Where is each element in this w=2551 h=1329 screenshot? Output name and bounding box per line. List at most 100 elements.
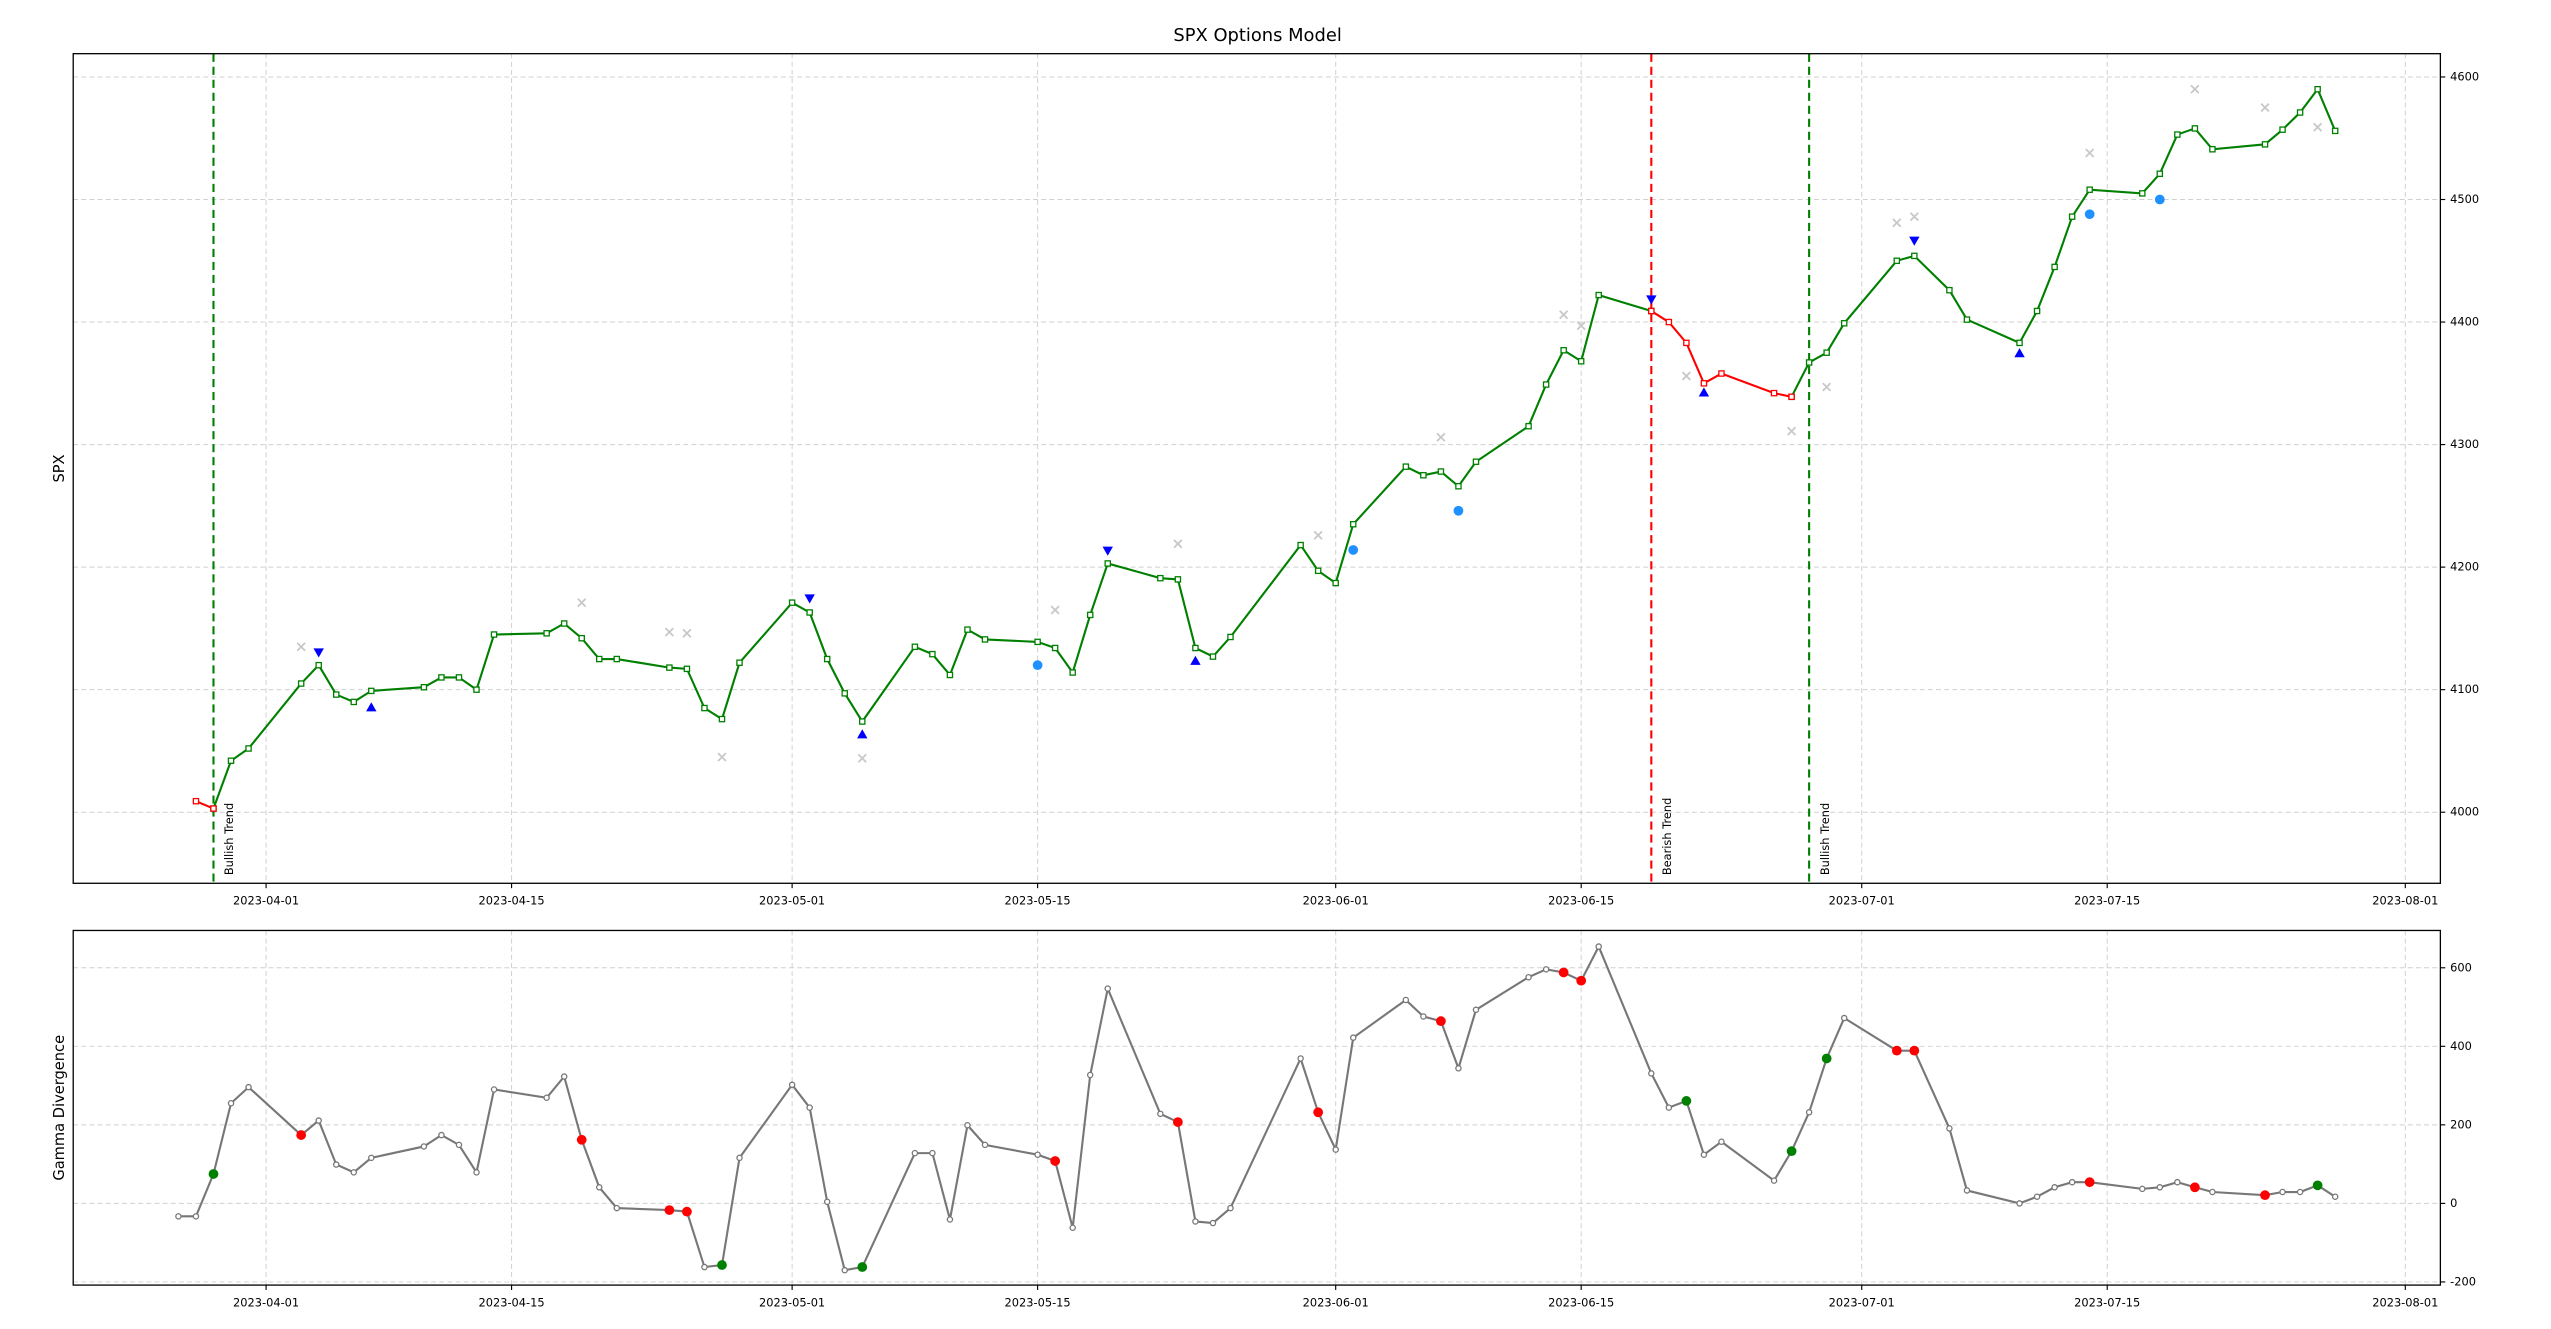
signal-point [1891,1045,1902,1056]
y-axis-label: SPX [51,454,68,482]
point [666,664,673,671]
point [859,718,866,725]
point [613,1204,621,1212]
point [1840,320,1848,327]
point [2139,1185,2146,1193]
point [964,1121,971,1129]
point [192,1213,200,1220]
point [981,636,989,643]
point [1437,468,1445,475]
point [455,674,463,681]
point [1313,530,1323,540]
point [2016,339,2023,347]
point [1700,1151,1708,1158]
point [2279,126,2286,133]
point [1665,318,1673,326]
point [1770,389,1778,397]
y-tick-label: 200 [2450,1117,2472,1131]
signal-point [2312,1180,2323,1191]
signal-point [2190,1182,2200,1193]
point [1455,1065,1462,1072]
point [2014,348,2025,358]
point [1051,644,1059,652]
point [2154,194,2165,205]
point [701,1263,708,1271]
point [2331,1193,2339,1200]
point [2085,148,2095,158]
point [1050,605,1060,615]
point [1646,295,1657,305]
point [315,1117,322,1124]
point [578,634,585,642]
trend-label: Bearish Trend [1660,798,1674,875]
point [1909,236,1920,246]
x-tick-label: 2023-07-15 [2074,1295,2140,1309]
point [2016,1200,2023,1207]
point [438,1131,445,1139]
signal-point [1909,1045,1920,1056]
point [1453,505,1464,516]
point [1718,1138,1725,1145]
point [806,1104,813,1111]
signal-point [682,1206,692,1217]
point [1402,463,1410,470]
plot-frame [72,53,2442,884]
point [455,1141,463,1149]
point [1349,520,1357,528]
point [420,683,428,691]
point [1560,346,1567,354]
x-tick-label: 2023-05-01 [759,1295,825,1309]
point [1946,1125,1953,1132]
point [1718,370,1725,377]
y-tick-label: 4000 [2450,805,2479,819]
point [1297,1055,1304,1062]
y-tick-label: 0 [2450,1196,2457,1210]
point [946,671,954,679]
point [736,659,743,666]
point [473,686,480,693]
point [1665,1104,1673,1111]
point [2033,307,2041,315]
point [297,680,305,687]
point [1173,539,1183,549]
y-tick-label: 400 [2450,1039,2472,1053]
point [438,674,445,681]
point [841,690,848,697]
point [420,1143,428,1150]
point [1157,574,1164,582]
signal-point [1050,1156,1061,1166]
y-tick-label: 4500 [2450,192,2479,206]
point [1911,252,1918,260]
y-tick-label: 4400 [2450,315,2479,329]
point [2139,190,2146,197]
x-tick-label: 2023-05-01 [759,894,825,908]
point [1102,546,1113,556]
point [2190,84,2200,94]
point [1227,1204,1234,1212]
point [175,1213,182,1220]
point [911,643,919,651]
point [2261,141,2269,148]
point [560,620,568,627]
point [1069,669,1076,676]
point [1086,611,1094,619]
point [595,655,603,663]
point [313,648,324,658]
point [788,599,796,606]
point [964,626,971,633]
point [2068,213,2076,220]
point [1104,560,1112,567]
signal-point [1821,1053,1832,1064]
point [1822,382,1832,392]
point [1157,1110,1164,1118]
point [1805,359,1813,366]
point [1436,432,1446,442]
point [1595,291,1602,299]
trend-label: Bullish Trend [222,803,236,875]
point [245,745,252,752]
y-axis-label: Gamma Divergence [51,1035,68,1181]
x-tick-label: 2023-05-15 [1005,894,1071,908]
point [2314,85,2321,93]
